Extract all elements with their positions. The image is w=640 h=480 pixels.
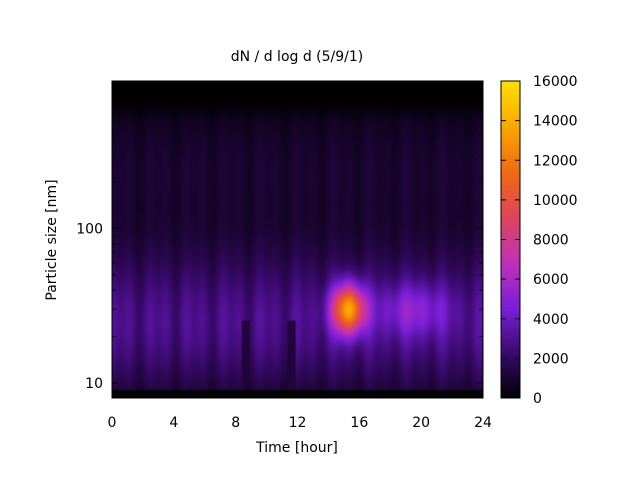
- y-axis: 10 100: [76, 88, 483, 392]
- colorbar-tick-label: 2000: [533, 351, 569, 367]
- colorbar-tick-label: 14000: [533, 114, 578, 130]
- colorbar-axis: 0 2000 4000 6000 8000 10000 12000 14000 16000: [501, 74, 578, 407]
- colorbar-tick-label: 8000: [533, 233, 569, 249]
- x-axis: 0 4 8 12 16 20 24: [108, 81, 492, 431]
- colorbar-tick-label: 6000: [533, 272, 569, 288]
- y-tick-label: 100: [76, 221, 103, 237]
- x-tick-label: 20: [412, 415, 430, 431]
- x-axis-title: Time [hour]: [255, 440, 338, 456]
- colorbar-tick-label: 10000: [533, 193, 578, 209]
- colorbar-tick-label: 0: [533, 391, 542, 407]
- y-axis-title: Particle size [nm]: [44, 179, 60, 300]
- x-tick-label: 4: [169, 415, 178, 431]
- x-tick-label: 12: [289, 415, 307, 431]
- y-tick-label: 10: [85, 376, 103, 392]
- x-tick-label: 24: [474, 415, 492, 431]
- colorbar-tick-label: 4000: [533, 312, 569, 328]
- x-tick-label: 0: [108, 415, 117, 431]
- colorbar-tick-label: 12000: [533, 153, 578, 169]
- x-tick-label: 16: [350, 415, 368, 431]
- x-tick-label: 8: [231, 415, 240, 431]
- heatmap-image: [112, 81, 483, 398]
- chart-title: dN / d log d (5/9/1): [231, 49, 364, 65]
- colorbar-tick-label: 16000: [533, 74, 578, 90]
- heatmap: [112, 81, 483, 398]
